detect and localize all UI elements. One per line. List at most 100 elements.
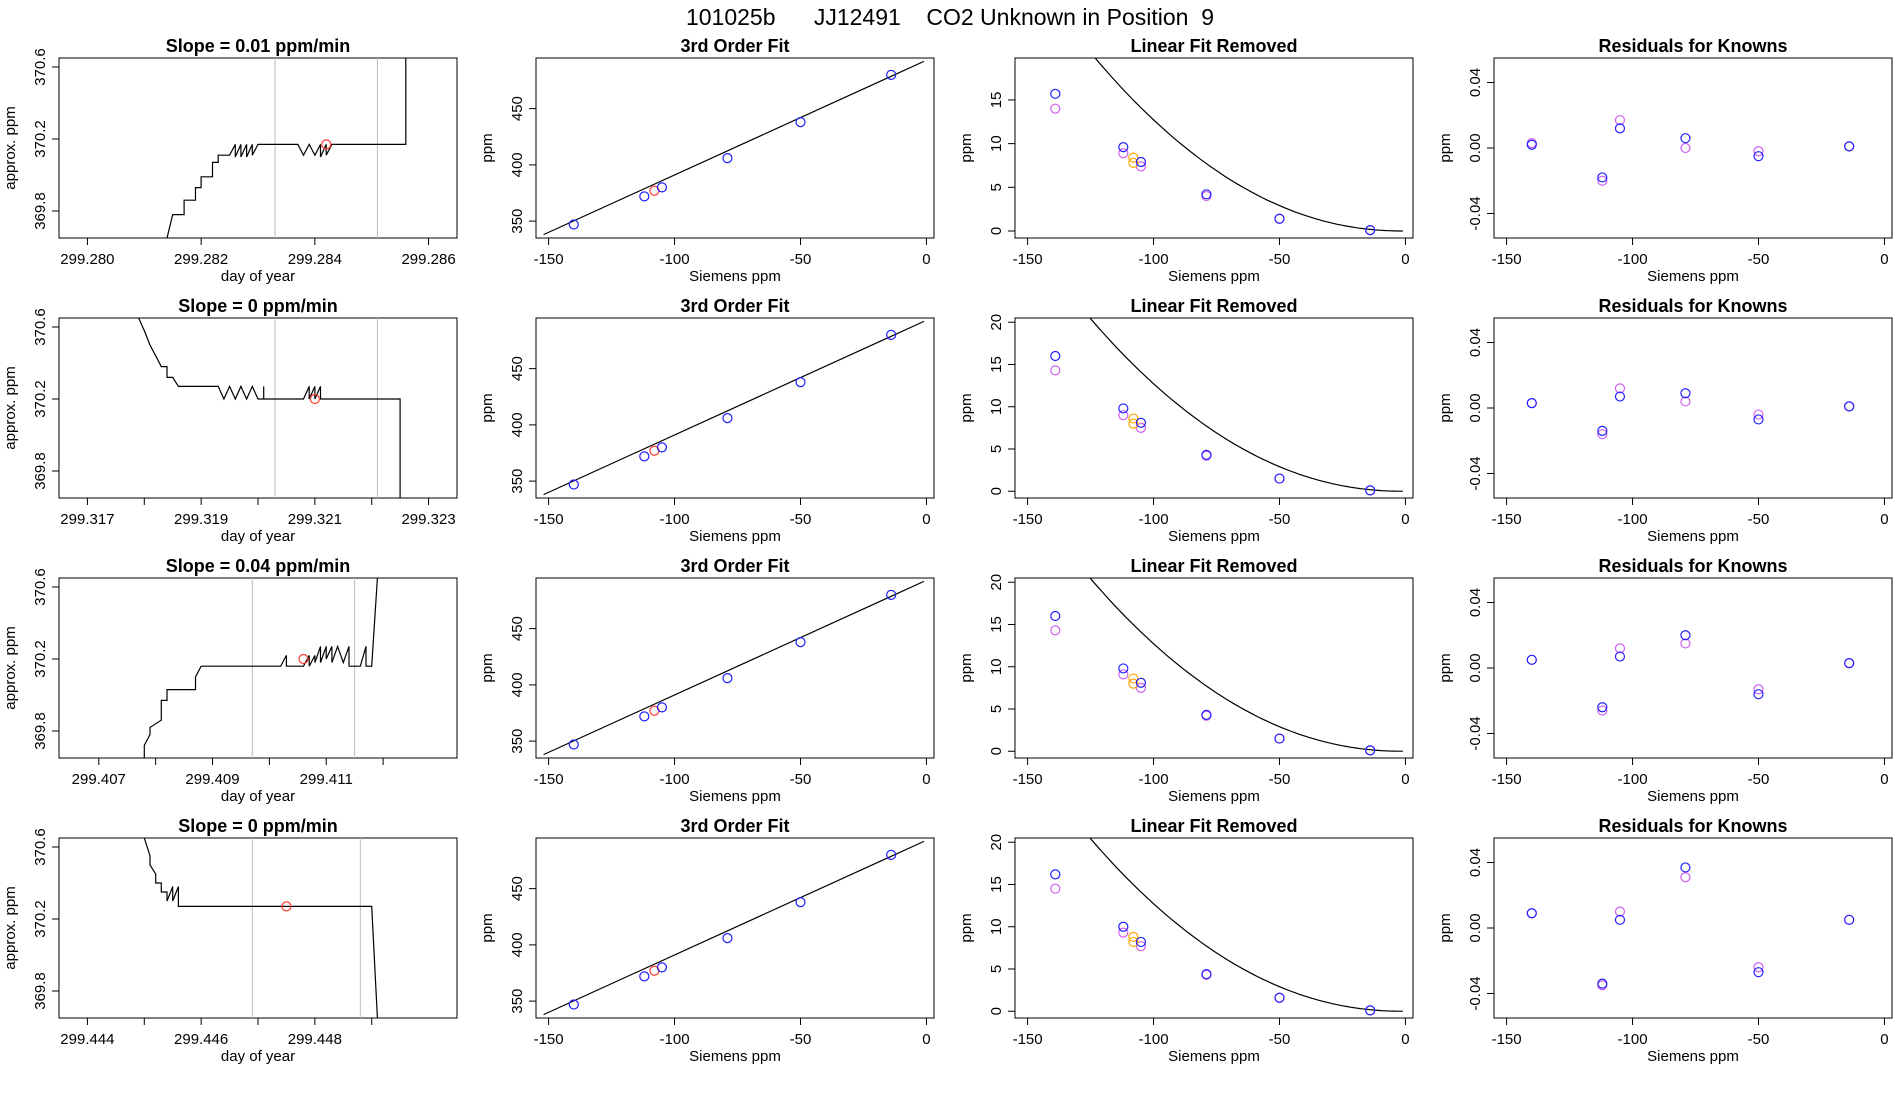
x-tick-label: -100 bbox=[660, 511, 690, 528]
x-tick-label: -50 bbox=[1748, 511, 1770, 528]
x-tick-label: -150 bbox=[1013, 251, 1043, 268]
panel-title: Linear Fit Removed bbox=[1130, 296, 1297, 316]
known-point bbox=[1597, 702, 1608, 713]
x-tick-label: 299.286 bbox=[401, 251, 455, 268]
known-point bbox=[1680, 862, 1691, 873]
known-point bbox=[1201, 968, 1212, 980]
x-tick-label: -150 bbox=[534, 251, 564, 268]
fit-curve bbox=[1089, 318, 1403, 492]
known-point-measured bbox=[1597, 429, 1608, 440]
panel-1-2: Linear Fit Removed -150 -100 -50 0 Siemens pp… bbox=[958, 296, 1414, 545]
known-point bbox=[1050, 610, 1061, 622]
known-point bbox=[722, 673, 733, 684]
unknown-point-alt bbox=[1128, 673, 1139, 684]
y-axis-label: ppm bbox=[1437, 393, 1454, 422]
x-tick-label: -150 bbox=[534, 511, 564, 528]
x-tick-label: -150 bbox=[1013, 771, 1043, 788]
plot-frame bbox=[535, 57, 935, 239]
known-point bbox=[639, 971, 650, 982]
y-tick-label: 450 bbox=[509, 876, 526, 901]
known-point-measured bbox=[1118, 148, 1129, 159]
plot-frame bbox=[1014, 577, 1414, 759]
panel-2-3: Residuals for Knowns -150 -100 -50 0 Siemens … bbox=[1437, 556, 1893, 805]
y-tick-label: 369.8 bbox=[32, 712, 49, 750]
panel-title: Linear Fit Removed bbox=[1130, 816, 1297, 836]
x-axis-label: Siemens ppm bbox=[1168, 268, 1260, 285]
x-axis-label: day of year bbox=[221, 268, 295, 285]
known-point bbox=[656, 442, 668, 453]
panel-title: Slope = 0 ppm/min bbox=[178, 296, 338, 316]
y-tick-label: 370.2 bbox=[32, 900, 49, 938]
y-tick-label: 370.6 bbox=[32, 828, 49, 866]
plot-frame bbox=[535, 317, 935, 499]
x-tick-label: 299.284 bbox=[288, 251, 342, 268]
known-point-measured bbox=[1753, 684, 1764, 695]
known-point bbox=[886, 329, 897, 340]
y-tick-label: -0.04 bbox=[1467, 456, 1484, 490]
known-point bbox=[1844, 401, 1855, 412]
y-tick-label: 370.6 bbox=[32, 48, 49, 86]
known-point bbox=[656, 702, 668, 713]
x-tick-label: -100 bbox=[1618, 251, 1648, 268]
panel-0-2: Linear Fit Removed -150 -100 -50 0 Siemens pp… bbox=[958, 36, 1414, 285]
plot-frame bbox=[1014, 57, 1414, 239]
x-tick-label: 0 bbox=[1880, 771, 1888, 788]
known-point bbox=[795, 377, 806, 388]
known-point bbox=[1614, 651, 1626, 662]
x-tick-label: -100 bbox=[1139, 1031, 1169, 1048]
y-tick-label: 350 bbox=[509, 989, 526, 1014]
known-point bbox=[1680, 133, 1691, 144]
y-axis-label: ppm bbox=[1437, 913, 1454, 942]
y-tick-label: 10 bbox=[988, 398, 1005, 415]
x-tick-label: 299.411 bbox=[300, 771, 353, 788]
known-point bbox=[1365, 485, 1376, 496]
known-point bbox=[1201, 709, 1212, 721]
known-point bbox=[1597, 172, 1608, 183]
x-tick-label: -100 bbox=[660, 251, 690, 268]
known-point bbox=[1274, 213, 1285, 224]
y-axis-label: ppm bbox=[479, 393, 496, 422]
known-point bbox=[1365, 745, 1376, 756]
panel-title: 3rd Order Fit bbox=[680, 556, 789, 576]
known-point bbox=[886, 849, 897, 860]
known-point bbox=[1274, 733, 1285, 744]
unknown-point-alt bbox=[1128, 152, 1139, 163]
x-tick-label: 0 bbox=[1401, 511, 1409, 528]
data-trace bbox=[143, 578, 378, 758]
known-point bbox=[1274, 992, 1285, 1003]
known-point bbox=[568, 219, 579, 230]
x-tick-label: -100 bbox=[1139, 251, 1169, 268]
y-tick-label: 0.00 bbox=[1467, 133, 1484, 162]
y-tick-label: 10 bbox=[988, 135, 1005, 152]
known-point bbox=[1680, 630, 1691, 641]
fit-line bbox=[543, 320, 925, 496]
x-axis-label: Siemens ppm bbox=[1647, 268, 1739, 285]
y-tick-label: 350 bbox=[509, 729, 526, 754]
x-tick-label: 0 bbox=[1880, 511, 1888, 528]
plot-area bbox=[138, 318, 401, 498]
panel-title: Slope = 0 ppm/min bbox=[178, 816, 338, 836]
y-tick-label: 15 bbox=[988, 92, 1005, 109]
known-point bbox=[1135, 936, 1147, 948]
y-tick-label: -0.04 bbox=[1467, 196, 1484, 230]
known-point bbox=[1526, 397, 1537, 409]
x-tick-label: -100 bbox=[1618, 771, 1648, 788]
known-point bbox=[795, 117, 806, 128]
unknown-marker bbox=[309, 393, 320, 405]
x-axis-label: Siemens ppm bbox=[1647, 528, 1739, 545]
data-trace bbox=[143, 838, 378, 1018]
y-axis-label: approx. ppm bbox=[2, 886, 19, 969]
panel-3-2: Linear Fit Removed -150 -100 -50 0 Siemens pp… bbox=[958, 816, 1414, 1065]
x-tick-label: 299.280 bbox=[60, 251, 114, 268]
y-axis-label: ppm bbox=[958, 133, 975, 162]
y-tick-label: 450 bbox=[509, 96, 526, 121]
known-point-measured bbox=[1753, 962, 1764, 973]
known-point bbox=[1118, 921, 1129, 932]
panel-title: Linear Fit Removed bbox=[1130, 556, 1297, 576]
panel-0-1: 3rd Order Fit -150 -100 -50 0 Siemens ppm 350 4… bbox=[479, 36, 935, 285]
y-tick-label: 10 bbox=[988, 658, 1005, 675]
known-point-measured bbox=[1118, 927, 1129, 938]
known-point bbox=[1753, 414, 1764, 425]
y-tick-label: 0 bbox=[988, 227, 1005, 235]
